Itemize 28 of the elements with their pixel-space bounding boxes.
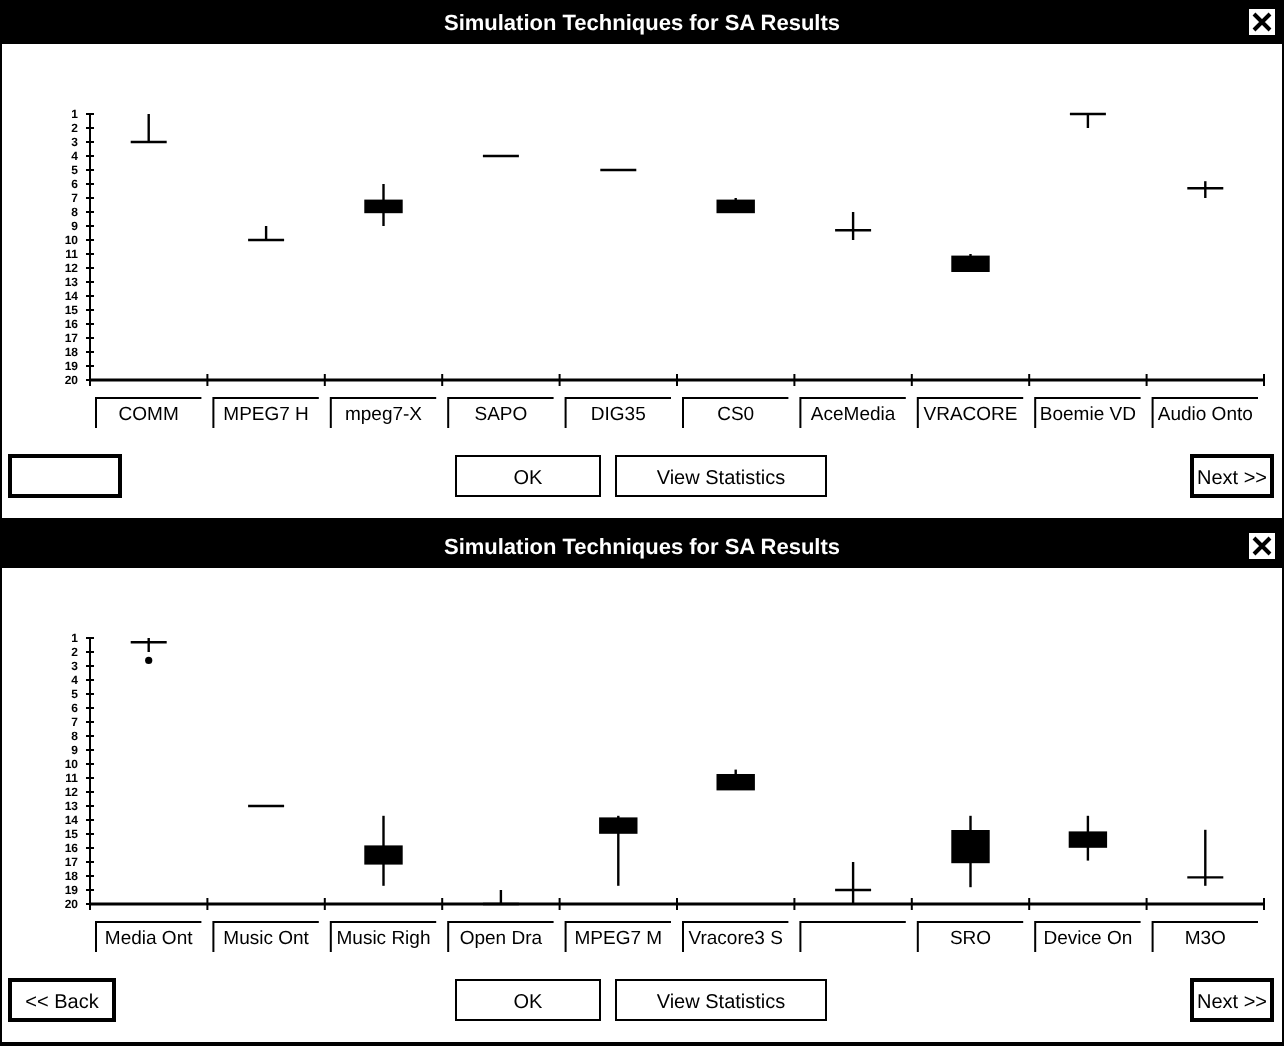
x-tick-label: DIG35: [590, 404, 646, 426]
text: Next >>: [1196, 992, 1268, 1014]
x-tick-label: COMM: [118, 404, 179, 426]
text: << Back: [25, 992, 101, 1014]
text: View Statistics: [656, 992, 786, 1014]
text: Next >>: [1196, 468, 1268, 490]
x-tick-label: MPEG7 H: [223, 404, 310, 426]
x-tick-label: SAPO: [474, 404, 528, 426]
x-tick-label: Boemie VD: [1039, 404, 1137, 426]
x-tick-label: Vracore3 S: [688, 928, 783, 950]
x-tick-label: M3O: [1184, 928, 1226, 950]
x-tick-label: CS0: [717, 404, 755, 426]
chart-title: Simulation Techniques for SA Results: [443, 536, 841, 560]
text: OK: [513, 468, 544, 490]
x-tick-label: mpeg7-X: [344, 404, 424, 426]
x-tick-label: Open Dra: [459, 928, 544, 950]
x-tick-label: MPEG7 M: [574, 928, 663, 950]
x-tick-label: VRACORE: [923, 404, 1018, 426]
x-tick-label: AceMedia: [810, 404, 897, 426]
text: View Statistics: [656, 468, 786, 490]
text: OK: [513, 992, 544, 1014]
x-tick-label: Audio Onto: [1157, 404, 1253, 426]
x-tick-label: SRO: [949, 928, 992, 950]
x-tick-label: Media Ont: [104, 928, 194, 950]
x-tick-label: Device On: [1043, 928, 1133, 950]
chart-title: Simulation Techniques for SA Results: [443, 12, 841, 36]
x-tick-label: Music Ont: [223, 928, 310, 950]
x-tick-label: Music Righ: [336, 928, 431, 950]
